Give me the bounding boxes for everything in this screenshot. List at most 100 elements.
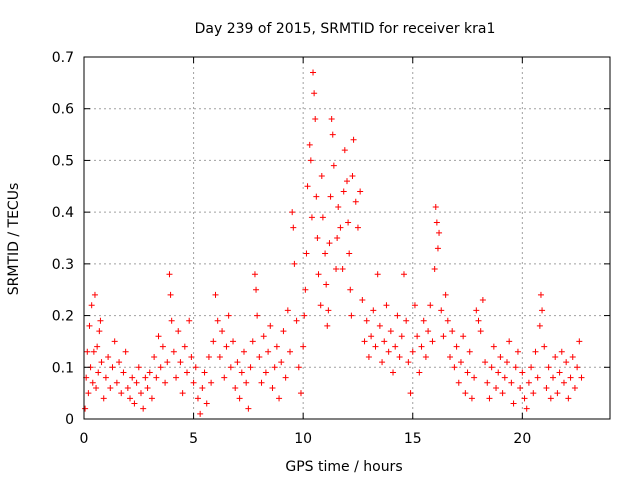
data-point (85, 390, 92, 397)
data-point (223, 343, 230, 350)
data-point (436, 229, 443, 236)
data-point (468, 395, 475, 402)
data-point (267, 322, 274, 329)
data-point (560, 379, 567, 386)
data-point (111, 338, 118, 345)
data-point (328, 116, 335, 123)
plot-frame (83, 56, 611, 420)
data-point (122, 348, 129, 355)
data-point (271, 364, 278, 371)
data-point (457, 359, 464, 366)
data-point (280, 328, 287, 335)
data-point (89, 379, 96, 386)
data-point (558, 348, 565, 355)
data-point (499, 390, 506, 397)
data-point (96, 328, 103, 335)
data-point (422, 353, 429, 360)
data-point (247, 364, 254, 371)
data-point (199, 384, 206, 391)
data-point (265, 348, 272, 355)
data-point (144, 384, 151, 391)
data-point (133, 379, 140, 386)
data-point (479, 297, 486, 304)
data-point (411, 302, 418, 309)
data-point (323, 281, 330, 288)
data-point (330, 162, 337, 169)
data-point (326, 240, 333, 247)
data-point (251, 271, 258, 278)
data-point (151, 353, 158, 360)
data-point (539, 307, 546, 314)
data-point (444, 317, 451, 324)
y-axis-label: SRMTID / TECUs (6, 183, 22, 296)
data-point (392, 343, 399, 350)
data-point (576, 338, 583, 345)
data-point (442, 291, 449, 298)
y-tick-label: 0.1 (52, 360, 74, 376)
data-point (234, 359, 241, 366)
data-point (501, 374, 508, 381)
data-point (312, 116, 319, 123)
data-point (381, 338, 388, 345)
data-point (135, 364, 142, 371)
data-point (273, 343, 280, 350)
data-point (227, 364, 234, 371)
y-tick-label: 0.7 (52, 50, 74, 66)
data-point (334, 235, 341, 241)
points-layer (82, 69, 585, 417)
data-point (142, 374, 149, 381)
data-point (451, 364, 458, 371)
data-point (290, 224, 297, 231)
x-tick-label: 10 (294, 431, 312, 447)
data-point (528, 364, 535, 371)
data-point (354, 224, 361, 231)
data-point (166, 271, 173, 278)
data-point (282, 374, 289, 381)
data-point (327, 193, 334, 200)
data-point (304, 183, 311, 190)
data-point (311, 90, 318, 97)
data-point (537, 291, 544, 298)
data-point (418, 343, 425, 350)
data-point (214, 317, 221, 324)
data-point (550, 374, 557, 381)
data-point (236, 395, 243, 402)
data-point (536, 322, 543, 329)
data-point (173, 374, 180, 381)
data-point (181, 343, 188, 350)
data-point (387, 328, 394, 335)
data-point (310, 69, 317, 76)
data-point (503, 359, 510, 366)
data-point (297, 390, 304, 397)
tick-labels-layer: 0 0.1 0.2 0.3 0.4 0.5 0.6 0.7 0 5 10 15 20 (52, 50, 532, 447)
data-point (315, 271, 322, 278)
data-point (303, 250, 310, 257)
data-point (473, 307, 480, 314)
data-point (347, 286, 354, 293)
data-point (88, 302, 95, 309)
data-point (86, 322, 93, 329)
data-point (84, 348, 91, 355)
data-point (532, 348, 539, 355)
data-point (105, 353, 112, 360)
data-point (462, 390, 469, 397)
data-point (197, 410, 204, 417)
x-tick-label: 5 (189, 431, 198, 447)
data-point (407, 390, 414, 397)
data-point (116, 359, 123, 366)
data-point (333, 266, 340, 273)
data-point (325, 307, 332, 314)
data-point (460, 333, 467, 340)
data-point (574, 364, 581, 371)
data-point (385, 348, 392, 355)
data-point (434, 245, 441, 252)
y-tick-label: 0.5 (52, 153, 74, 169)
data-point (155, 333, 162, 340)
data-point (545, 364, 552, 371)
data-point (100, 395, 107, 402)
data-point (569, 353, 576, 360)
data-point (409, 348, 416, 355)
data-point (379, 359, 386, 366)
data-point (534, 374, 541, 381)
